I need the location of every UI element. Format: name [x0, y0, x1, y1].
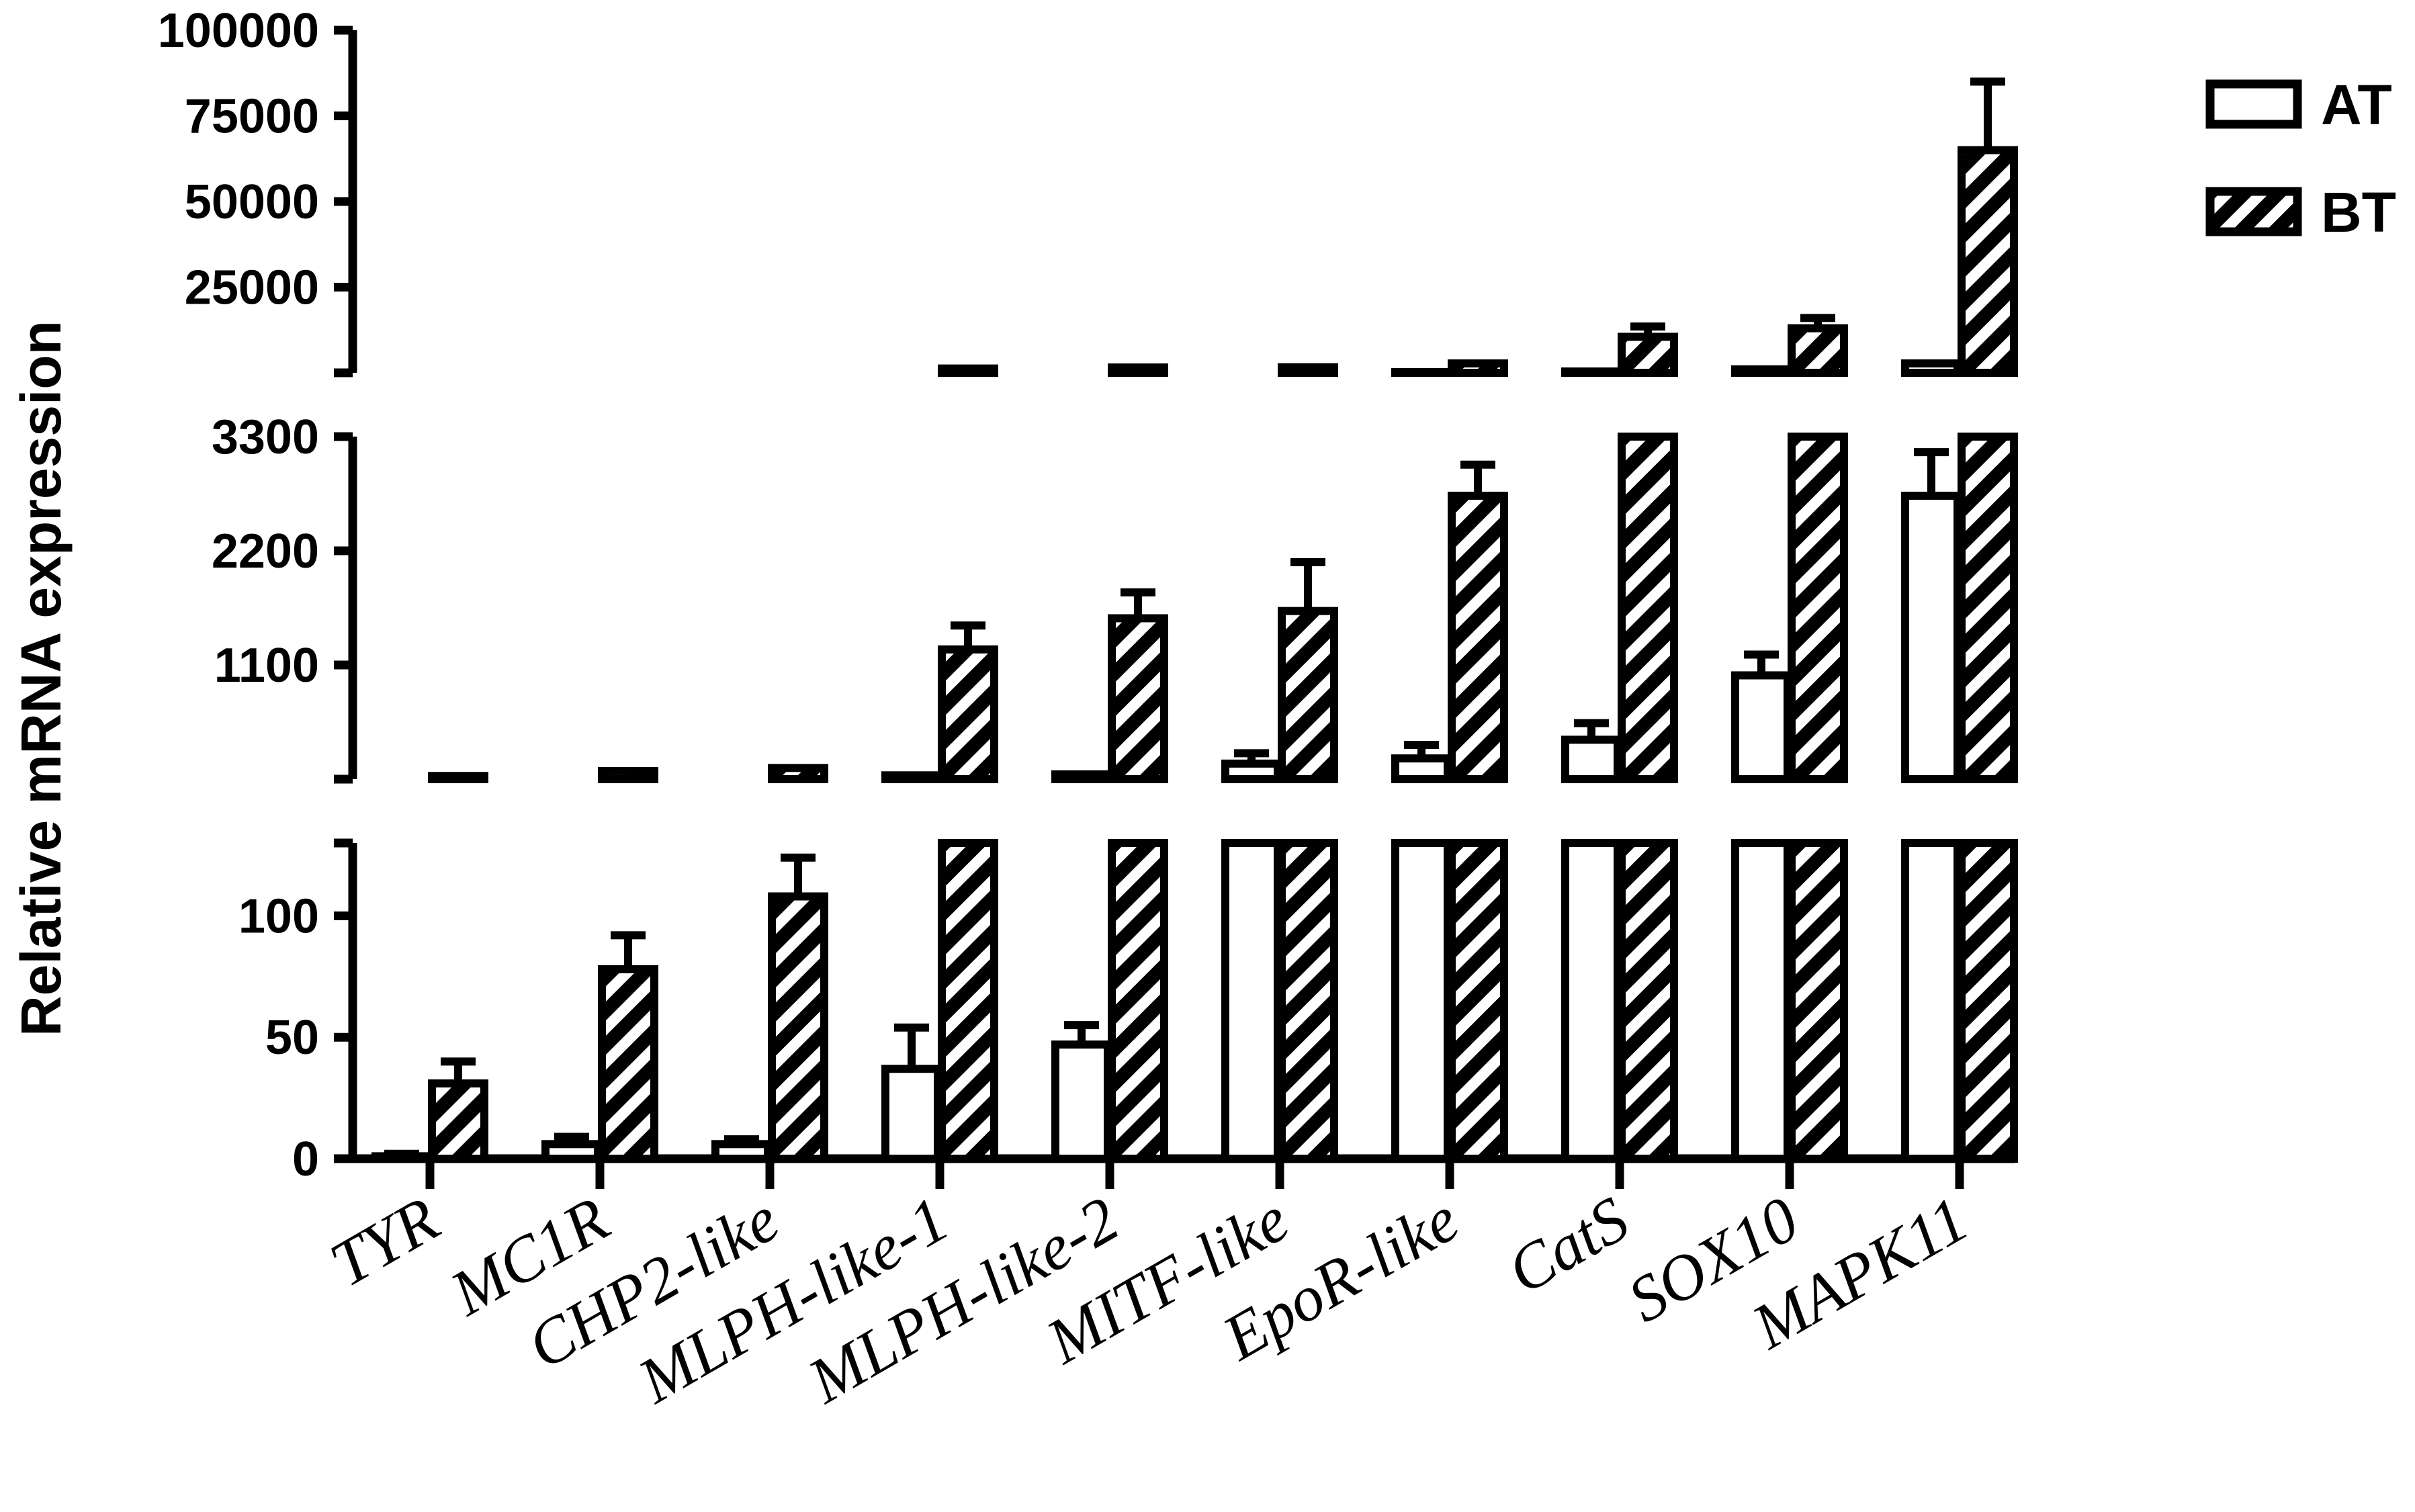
bar-at-7-segment: [1561, 736, 1622, 783]
bar-bt-8: [1788, 314, 1848, 1163]
bar-at-7: [1561, 367, 1622, 1163]
bar-bt-8-segment: [1788, 839, 1848, 1163]
bar-at-9-segment: [1901, 839, 1962, 1163]
bar-bt-1-segment: [598, 766, 658, 783]
y-tick-label: 2200: [212, 525, 319, 578]
bar-at-4-segment: [1051, 1040, 1112, 1163]
bar-bt-0-segment: [428, 1079, 488, 1163]
bar-bt-2-segment: [768, 892, 828, 1163]
bar-bt-4: [1108, 363, 1168, 1163]
bar-bt-4-segment: [1108, 614, 1168, 783]
bar-at-5-segment: [1221, 759, 1282, 784]
category-label: CatS: [1495, 1183, 1640, 1308]
bar-at-3: [881, 771, 942, 1163]
bar-bt-4-segment: [1108, 839, 1168, 1163]
y-tick-label: 1100: [214, 639, 319, 693]
category-labels: TYRMC1RCHP2-likeMLPH-like-1MLPH-like-2MI…: [318, 1183, 1980, 1418]
bar-bt-2-segment: [768, 764, 828, 783]
bar-at-2-segment: [711, 1140, 772, 1163]
bar-bt-7-segment: [1618, 839, 1678, 1163]
legend-swatch-hatched: [2205, 187, 2302, 236]
bar-at-3-segment: [881, 771, 942, 784]
y-tick-label: 100000: [158, 4, 319, 58]
bar-bt-7-segment: [1618, 433, 1678, 783]
bar-bt-9: [1958, 77, 2018, 1163]
bar-at-8-segment: [1731, 839, 1792, 1163]
bar-at-9: [1901, 359, 1962, 1163]
bar-bt-5-segment: [1278, 839, 1338, 1163]
legend-label-at: AT: [2321, 73, 2392, 136]
y-tick-label: 100: [238, 889, 319, 943]
bar-bt-8-segment: [1788, 324, 1848, 377]
bar-bt-5-segment: [1278, 607, 1338, 783]
bar-bt-5-segment: [1278, 363, 1338, 377]
y-tick-label: 50: [265, 1011, 319, 1065]
bar-bt-9-segment: [1958, 146, 2018, 377]
bar-at-5: [1221, 749, 1282, 1163]
bar-bt-2: [768, 764, 828, 1163]
bar-at-8: [1731, 365, 1792, 1163]
bar-bt-3-segment: [938, 364, 998, 377]
bar-bt-5: [1278, 363, 1338, 1163]
category-label: TYR: [318, 1183, 451, 1300]
bar-at-1-segment: [541, 1140, 602, 1163]
bar-bt-4-segment: [1108, 363, 1168, 377]
bar-bt-7: [1618, 322, 1678, 1163]
y-tick-label: 0: [292, 1132, 319, 1186]
bar-bt-7-segment: [1618, 332, 1678, 377]
bar-bt-3-segment: [938, 839, 998, 1163]
bar-bt-1: [598, 766, 658, 1163]
bar-at-8-segment: [1731, 671, 1792, 783]
legend-item-bt: BT: [2205, 181, 2396, 244]
bar-at-9-segment: [1901, 492, 1962, 783]
legend-swatch-open: [2205, 79, 2302, 129]
bar-bt-9-segment: [1958, 433, 2018, 783]
y-tick-label: 75000: [185, 90, 319, 144]
bar-bt-6-segment: [1448, 839, 1508, 1163]
bar-bt-0-segment: [428, 772, 488, 784]
y-axis-label: Relative mRNA expression: [9, 320, 73, 1036]
bar-bt-8-segment: [1788, 433, 1848, 783]
bar-at-6-segment: [1391, 754, 1452, 784]
bar-at-6-segment: [1391, 367, 1452, 377]
legend-label-bt: BT: [2321, 181, 2396, 244]
bar-at-6-segment: [1391, 839, 1452, 1163]
y-tick-label: 3300: [212, 410, 319, 464]
bar-at-7-segment: [1561, 839, 1622, 1163]
bar-at-4: [1051, 770, 1112, 1163]
bar-at-7-segment: [1561, 367, 1622, 377]
bar-at-5-segment: [1221, 839, 1282, 1163]
bars: [371, 77, 2018, 1163]
bar-at-2: [711, 1135, 772, 1163]
bar-bt-6-segment: [1448, 492, 1508, 783]
bar-at-9-segment: [1901, 359, 1962, 377]
bar-at-0: [371, 1149, 432, 1163]
bar-bt-6-segment: [1448, 359, 1508, 377]
bar-bt-9-segment: [1958, 839, 2018, 1163]
legend-item-at: AT: [2205, 73, 2392, 136]
y-tick-label: 50000: [185, 175, 319, 229]
bar-at-4-segment: [1051, 770, 1112, 783]
y-tick-label: 25000: [185, 261, 319, 315]
bar-bt-6: [1448, 359, 1508, 1163]
bar-at-6: [1391, 367, 1452, 1163]
bar-bt-1-segment: [598, 965, 658, 1163]
bar-at-3-segment: [881, 1065, 942, 1163]
axes: 0 50 100 1100 2200 3300 25000 50000 75000 100000: [158, 4, 2015, 1189]
bar-bt-0: [428, 772, 488, 1163]
legend: AT BT: [2205, 73, 2396, 244]
bar-at-8-segment: [1731, 365, 1792, 377]
bar-bt-3: [938, 364, 998, 1163]
bar-bt-3-segment: [938, 645, 998, 783]
bar-at-1: [541, 1132, 602, 1163]
